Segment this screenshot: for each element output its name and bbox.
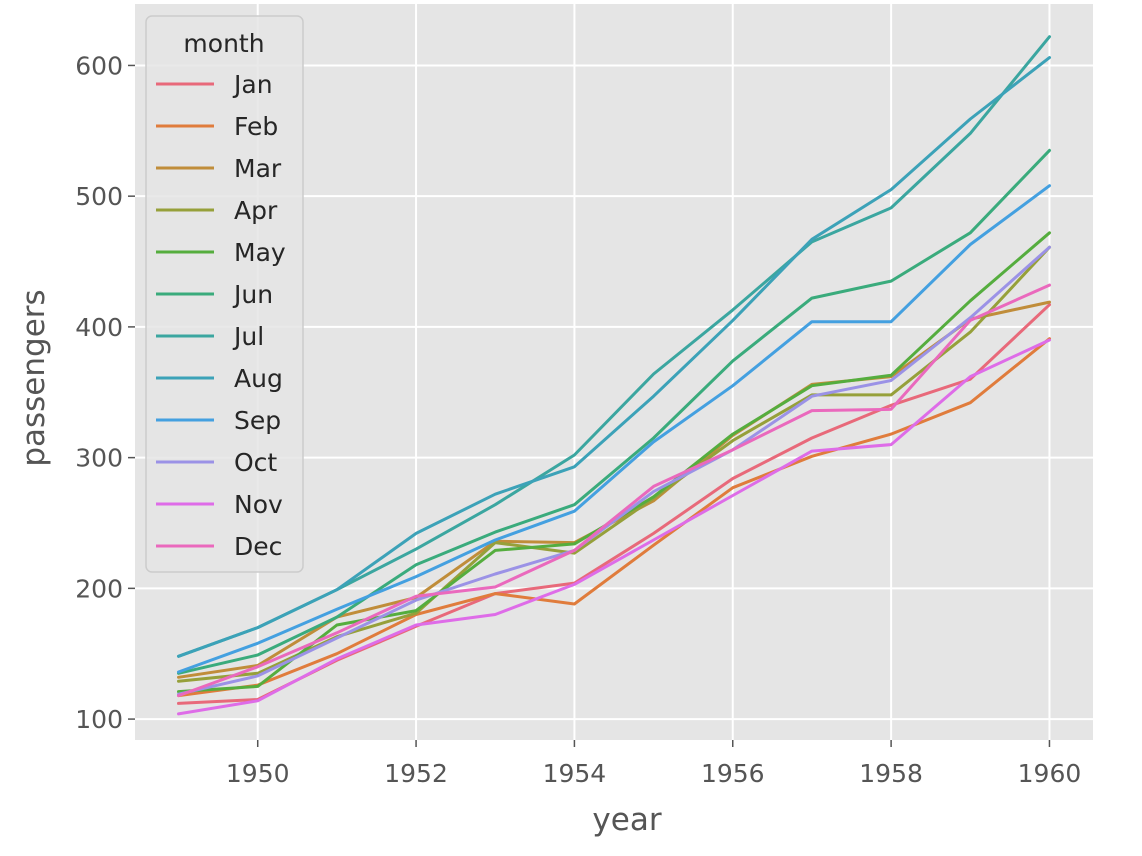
- legend-label-apr: Apr: [234, 196, 278, 225]
- legend-label-mar: Mar: [234, 154, 282, 183]
- series-line-feb: [177, 337, 1051, 698]
- series-line-nov: [177, 338, 1051, 716]
- series-line-oct: [177, 245, 1051, 696]
- y-tick-label: 200: [75, 574, 123, 603]
- y-axis-label: passengers: [16, 289, 52, 466]
- legend-label-may: May: [234, 238, 286, 267]
- x-axis-ticks: 1950 1952 1954 1956 1958 1960: [226, 740, 1081, 788]
- series-line-aug: [177, 56, 1051, 658]
- x-tick-label: 1960: [1018, 759, 1082, 788]
- x-tick-label: 1952: [384, 759, 448, 788]
- legend-label-sep: Sep: [234, 406, 281, 435]
- x-axis-label: year: [592, 802, 661, 838]
- legend-label-jul: Jul: [232, 322, 264, 351]
- legend-label-nov: Nov: [234, 490, 283, 519]
- series-lines: [177, 35, 1051, 716]
- legend-items: Jan Feb Mar Apr May Jun Jul Aug Sep Oct Nov Dec: [156, 70, 286, 561]
- legend-title: month: [183, 29, 264, 58]
- y-tick-label: 100: [75, 705, 123, 734]
- x-tick-label: 1958: [859, 759, 923, 788]
- series-line-dec: [177, 283, 1051, 698]
- y-tick-label: 300: [75, 444, 123, 473]
- y-axis-ticks: 100 200 300 400 500 600: [75, 51, 135, 734]
- series-line-jun: [177, 148, 1051, 675]
- y-tick-label: 400: [75, 313, 123, 342]
- legend: month Jan Feb Mar Apr May Jun Jul Aug Sep Oct Nov D…: [145, 15, 304, 573]
- series-line-sep: [177, 184, 1051, 674]
- x-tick-label: 1954: [543, 759, 607, 788]
- legend-label-jun: Jun: [232, 280, 273, 309]
- y-tick-label: 500: [75, 182, 123, 211]
- legend-label-aug: Aug: [234, 364, 283, 393]
- x-tick-label: 1950: [226, 759, 290, 788]
- y-tick-label: 600: [75, 51, 123, 80]
- legend-label-dec: Dec: [234, 532, 282, 561]
- legend-label-oct: Oct: [234, 448, 277, 477]
- legend-label-feb: Feb: [234, 112, 278, 141]
- legend-label-jan: Jan: [232, 70, 273, 99]
- legend-box: [145, 15, 304, 573]
- x-tick-label: 1956: [701, 759, 765, 788]
